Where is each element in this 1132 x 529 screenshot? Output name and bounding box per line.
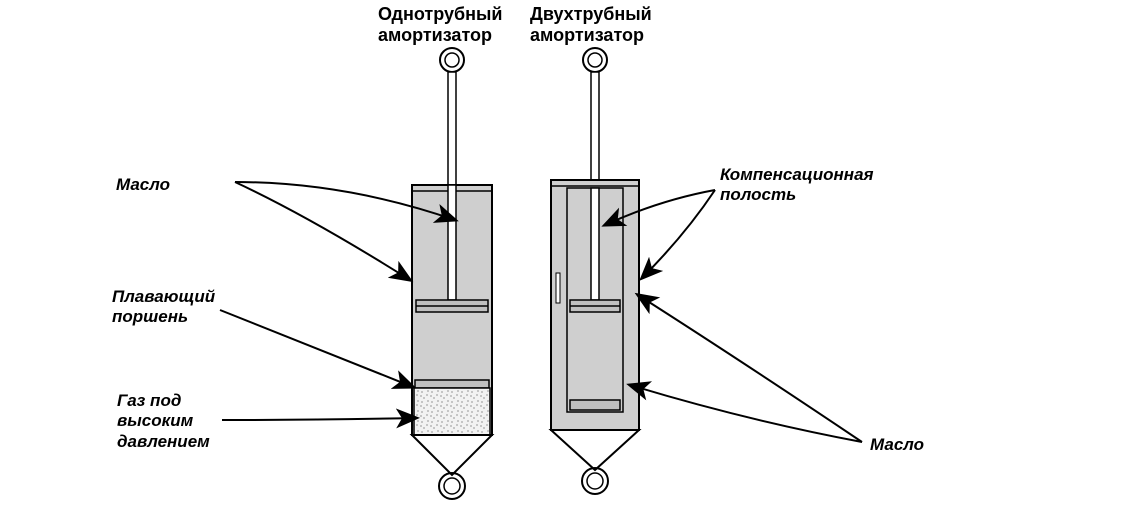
diagram-canvas: Однотрубный амортизатор Двухтрубный амор… xyxy=(0,0,1132,529)
label-oil-right-text: Масло xyxy=(870,435,924,454)
label-gas-l2: высоким xyxy=(117,411,193,430)
label-comp-l1: Компенсационная xyxy=(720,165,874,184)
title-twintube-line2: амортизатор xyxy=(530,25,644,45)
label-gas: Газ под высоким давлением xyxy=(117,391,210,452)
label-compensation-cavity: Компенсационная полость xyxy=(720,165,874,206)
title-monotube-line2: амортизатор xyxy=(378,25,492,45)
title-twintube: Двухтрубный амортизатор xyxy=(530,4,652,45)
title-monotube-line1: Однотрубный xyxy=(378,4,502,24)
label-gas-l1: Газ под xyxy=(117,391,181,410)
title-twintube-line1: Двухтрубный xyxy=(530,4,652,24)
title-monotube: Однотрубный амортизатор xyxy=(378,4,502,45)
label-oil-right: Масло xyxy=(870,435,924,455)
label-floating-piston-l1: Плавающий xyxy=(112,287,215,306)
label-gas-l3: давлением xyxy=(117,432,210,451)
label-floating-piston: Плавающий поршень xyxy=(112,287,215,328)
label-oil-left-text: Масло xyxy=(116,175,170,194)
label-oil-left: Масло xyxy=(116,175,170,195)
label-floating-piston-l2: поршень xyxy=(112,307,188,326)
label-comp-l2: полость xyxy=(720,185,796,204)
